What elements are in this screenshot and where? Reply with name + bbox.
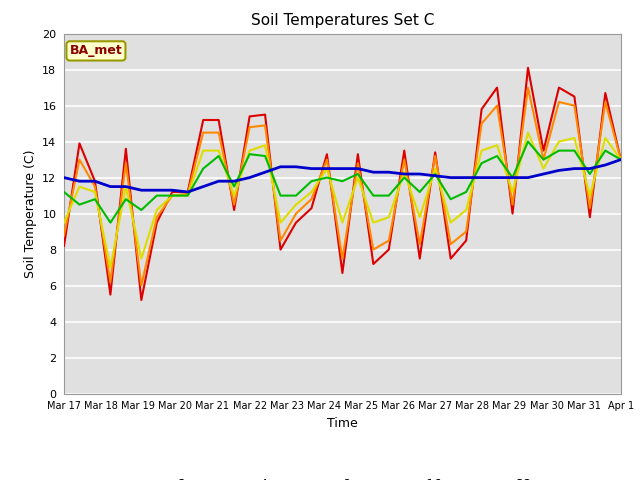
X-axis label: Time: Time	[327, 417, 358, 430]
Text: BA_met: BA_met	[70, 44, 122, 58]
Title: Soil Temperatures Set C: Soil Temperatures Set C	[251, 13, 434, 28]
Y-axis label: Soil Temperature (C): Soil Temperature (C)	[24, 149, 36, 278]
Legend: -2cm, -4cm, -8cm, -16cm, -32cm: -2cm, -4cm, -8cm, -16cm, -32cm	[130, 473, 555, 480]
